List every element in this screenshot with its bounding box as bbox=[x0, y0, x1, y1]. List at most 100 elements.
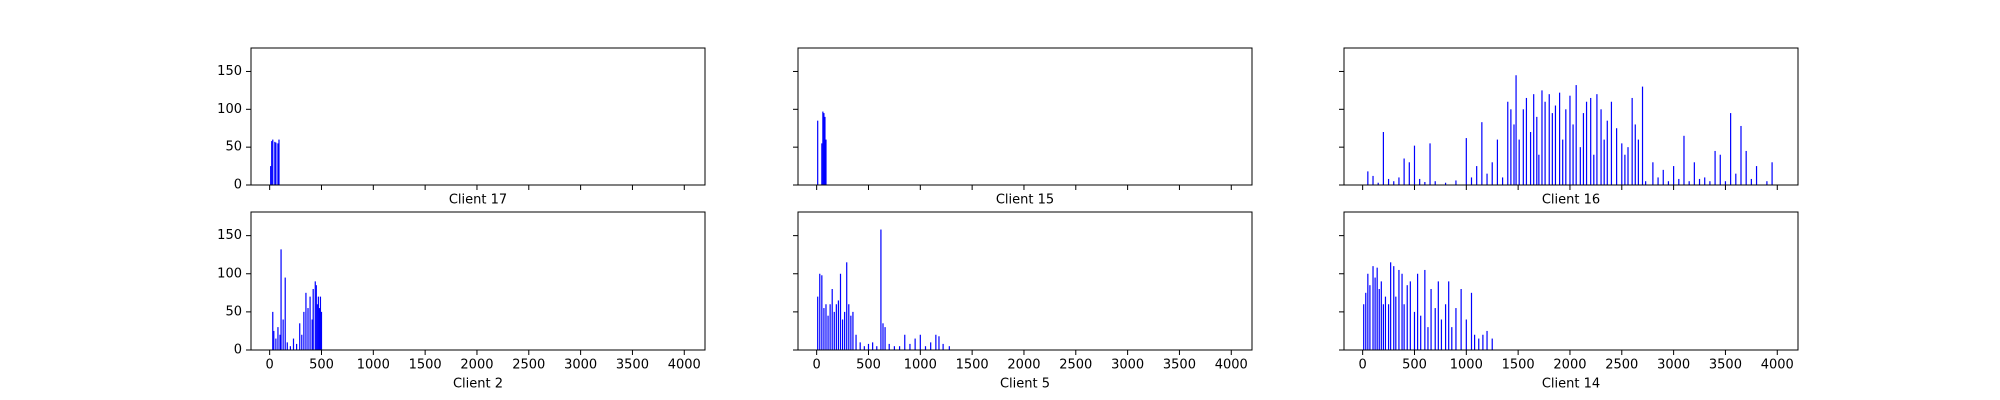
bar bbox=[273, 330, 275, 350]
y-tick-label: 50 bbox=[225, 304, 242, 319]
bar bbox=[1755, 166, 1758, 185]
bar bbox=[1565, 109, 1567, 185]
bar bbox=[270, 166, 272, 185]
axes-frame bbox=[797, 211, 1253, 351]
bar bbox=[1363, 304, 1365, 350]
bar bbox=[1496, 139, 1499, 185]
bar bbox=[1593, 154, 1595, 185]
bar bbox=[1724, 181, 1727, 185]
bar bbox=[1398, 269, 1400, 350]
x-tick-label: 4000 bbox=[1215, 358, 1248, 373]
bar bbox=[1572, 124, 1574, 185]
bar bbox=[1603, 139, 1605, 185]
x-tick-label: 1500 bbox=[956, 358, 989, 373]
x-tick-label: 3500 bbox=[1709, 358, 1742, 373]
bar bbox=[272, 139, 274, 185]
axes-frame bbox=[1343, 211, 1799, 351]
bar bbox=[1538, 154, 1540, 185]
bar bbox=[1369, 285, 1371, 350]
bar bbox=[1627, 147, 1629, 185]
bar bbox=[919, 334, 921, 350]
bar bbox=[316, 304, 318, 350]
bar bbox=[318, 308, 321, 350]
bar bbox=[1709, 181, 1711, 185]
bar bbox=[1424, 181, 1426, 185]
bar bbox=[317, 296, 319, 350]
bar bbox=[1455, 180, 1457, 185]
bar bbox=[823, 113, 825, 185]
bar bbox=[1460, 289, 1462, 350]
bar bbox=[1465, 319, 1467, 350]
bar bbox=[833, 311, 835, 350]
bar bbox=[817, 296, 819, 350]
x-tick-label: 3000 bbox=[564, 358, 597, 373]
x-tick-label: 3000 bbox=[1111, 358, 1144, 373]
bar bbox=[938, 336, 940, 350]
bar bbox=[1688, 181, 1690, 185]
bar bbox=[1413, 145, 1416, 185]
bar bbox=[277, 143, 279, 185]
bar bbox=[1606, 120, 1608, 185]
y-tick-label: 0 bbox=[234, 178, 242, 193]
x-tick-label: 500 bbox=[856, 358, 881, 373]
bar bbox=[319, 296, 322, 350]
x-tick-label: 2000 bbox=[1553, 358, 1586, 373]
bar bbox=[1437, 281, 1439, 350]
bar bbox=[1600, 109, 1602, 185]
bar bbox=[867, 343, 870, 350]
bar bbox=[850, 315, 852, 350]
bar bbox=[821, 143, 823, 185]
axis-label: Client 17 bbox=[449, 193, 507, 208]
y-tick-label: 50 bbox=[225, 140, 242, 155]
bar bbox=[839, 273, 842, 350]
bar bbox=[314, 281, 316, 350]
bar bbox=[1444, 304, 1447, 350]
bar bbox=[1582, 113, 1585, 185]
bar bbox=[272, 311, 274, 350]
bar bbox=[1491, 162, 1493, 185]
x-tick-label: 2500 bbox=[1059, 358, 1092, 373]
bar bbox=[1645, 181, 1647, 185]
bar bbox=[863, 346, 865, 350]
bar bbox=[935, 334, 937, 350]
bar bbox=[1424, 269, 1426, 350]
bar bbox=[1430, 289, 1432, 350]
bar bbox=[1440, 319, 1443, 350]
bar bbox=[305, 292, 307, 350]
bar bbox=[1409, 281, 1411, 350]
bar bbox=[1474, 334, 1476, 350]
bar bbox=[848, 304, 850, 350]
bar bbox=[872, 342, 874, 350]
bar bbox=[1714, 150, 1716, 185]
axes-frame bbox=[797, 47, 1253, 186]
bar bbox=[948, 346, 950, 350]
bar bbox=[1393, 266, 1395, 350]
bar bbox=[1403, 304, 1405, 350]
bar bbox=[930, 342, 932, 350]
bar bbox=[301, 334, 303, 350]
bar bbox=[825, 304, 827, 350]
bar bbox=[1374, 277, 1376, 350]
x-tick-label: 3500 bbox=[616, 358, 649, 373]
bar bbox=[1481, 122, 1483, 185]
bar bbox=[1434, 308, 1436, 350]
bar bbox=[1380, 281, 1382, 350]
bar bbox=[1372, 175, 1374, 185]
x-tick-label: 2000 bbox=[1007, 358, 1040, 373]
bar bbox=[299, 323, 301, 350]
bar bbox=[822, 111, 824, 185]
bar bbox=[1398, 177, 1400, 185]
bar bbox=[1491, 338, 1493, 350]
bar bbox=[844, 311, 846, 350]
x-tick-label: 500 bbox=[1402, 358, 1427, 373]
bar bbox=[1515, 75, 1517, 185]
bar bbox=[1652, 162, 1654, 185]
bar bbox=[1406, 285, 1408, 350]
y-tick-label: 150 bbox=[217, 64, 242, 79]
bar bbox=[1486, 173, 1488, 185]
bar bbox=[1434, 181, 1436, 185]
bar bbox=[1693, 162, 1695, 185]
bar bbox=[909, 343, 911, 350]
bar bbox=[1455, 308, 1457, 350]
